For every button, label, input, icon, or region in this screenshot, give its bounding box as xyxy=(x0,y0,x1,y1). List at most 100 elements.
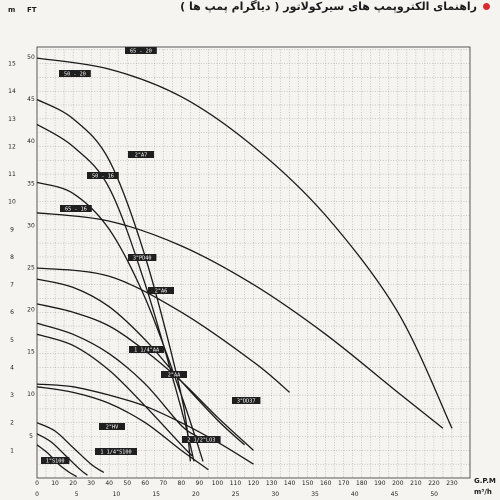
pump-curve-12 xyxy=(36,422,105,474)
curve-label-box xyxy=(125,47,157,54)
y-tick-m: 14 xyxy=(8,88,16,95)
y-tick-ft: 20 xyxy=(27,307,35,314)
curve-label-text: 2"HV xyxy=(106,424,119,430)
curve-label-box xyxy=(41,457,70,464)
curve-label-text: 2"A7 xyxy=(135,152,148,158)
pump-curve-1 xyxy=(36,98,192,462)
curve-label-box xyxy=(59,70,91,77)
pump-curve-8 xyxy=(36,322,198,438)
x-tick-gpm: 80 xyxy=(178,480,186,487)
pump-curve-7 xyxy=(36,333,193,457)
x-tick-gpm: 180 xyxy=(356,480,368,487)
y-tick-m: 10 xyxy=(8,199,16,206)
curve-label-text: 50 - 16 xyxy=(92,173,114,179)
y-tick-m: 4 xyxy=(10,364,14,371)
x-tick-gpm: 170 xyxy=(338,480,350,487)
curve-label-text: 2"A6 xyxy=(155,288,168,294)
x-tick-m3h: 0 xyxy=(35,491,39,498)
x-tick-gpm: 140 xyxy=(284,480,296,487)
plot-frame xyxy=(36,46,471,479)
x-tick-m3h: 45 xyxy=(391,491,399,498)
pump-curve-5 xyxy=(36,267,291,393)
chart-title: راهنمای الکتروپمپ های سیرکولاتور ( دیاگر… xyxy=(180,0,477,13)
x-tick-m3h: 35 xyxy=(311,491,319,498)
y-tick-m: 11 xyxy=(8,171,16,178)
curve-label-box xyxy=(99,423,125,430)
x-tick-gpm: 10 xyxy=(51,480,59,487)
y-axis-unit-ft: FT xyxy=(27,6,37,14)
curve-labels: 65 - 20 50 - 20 2"A7 50 - 16 65 - 16 3"PD40 2"… xyxy=(41,47,261,464)
x-tick-m3h: 10 xyxy=(113,491,121,498)
x-tick-gpm: 200 xyxy=(392,480,404,487)
x-tick-gpm: 110 xyxy=(230,480,242,487)
y-tick-ft: 5 xyxy=(29,433,33,440)
x-tick-gpm: 100 xyxy=(212,480,224,487)
x-axis-unit-m3h: m³/h xyxy=(474,488,492,496)
curve-label-text: 65 - 20 xyxy=(130,48,152,54)
y-tick-ft: 30 xyxy=(27,222,35,229)
x-tick-gpm: 60 xyxy=(141,480,149,487)
x-tick-gpm: 220 xyxy=(428,480,440,487)
y-tick-m: 6 xyxy=(10,309,14,316)
curve-label-text: 2 1/2"LO3 xyxy=(187,437,215,443)
y-tick-m: 5 xyxy=(10,337,14,344)
y-tick-m: 9 xyxy=(10,226,14,233)
curve-label-text: 2"AA xyxy=(168,372,181,378)
x-tick-m3h: 5 xyxy=(75,491,79,498)
x-tick-gpm: 0 xyxy=(35,480,39,487)
y-tick-m: 13 xyxy=(8,116,16,123)
y-tick-m: 12 xyxy=(8,143,16,150)
pump-curve-14 xyxy=(36,444,78,478)
x-tick-m3h: 40 xyxy=(351,491,359,498)
pump-curve-10 xyxy=(36,386,209,471)
x-tick-gpm: 130 xyxy=(266,480,278,487)
x-tick-gpm: 160 xyxy=(320,480,332,487)
x-tick-m3h: 15 xyxy=(152,491,160,498)
x-tick-gpm: 40 xyxy=(105,480,113,487)
curve-label-box xyxy=(232,397,261,404)
y-tick-ft: 10 xyxy=(27,391,35,398)
x-tick-gpm: 20 xyxy=(69,480,77,487)
y-tick-m: 1 xyxy=(10,447,14,454)
x-tick-m3h: 50 xyxy=(430,491,438,498)
curve-label-text: 50 - 20 xyxy=(64,71,86,77)
x-tick-m3h: 20 xyxy=(192,491,200,498)
y-tick-m: 8 xyxy=(10,254,14,261)
y-tick-m: 15 xyxy=(8,61,16,68)
curve-label-box xyxy=(95,448,137,455)
x-tick-gpm: 70 xyxy=(159,480,167,487)
pump-curve-0 xyxy=(36,57,453,429)
y-tick-ft: 25 xyxy=(27,264,35,271)
curve-label-box xyxy=(128,254,157,261)
pump-curve-2 xyxy=(36,123,195,462)
curve-label-box xyxy=(161,371,187,378)
y-tick-ft: 15 xyxy=(27,349,35,356)
y-axis-unit-m: m xyxy=(8,6,15,14)
curve-label-text: 1 1/4"AA xyxy=(134,347,160,353)
curve-label-box xyxy=(87,172,119,179)
x-axis-unit-gpm: G.P.M xyxy=(474,477,496,485)
x-tick-gpm: 50 xyxy=(123,480,131,487)
x-tick-gpm: 210 xyxy=(410,480,422,487)
x-tick-gpm: 120 xyxy=(248,480,260,487)
y-tick-ft: 40 xyxy=(27,138,35,145)
bullet-icon xyxy=(483,2,490,10)
curve-label-text: 3"DD37 xyxy=(237,398,256,404)
x-tick-gpm: 150 xyxy=(302,480,314,487)
curve-label-box xyxy=(129,346,165,353)
y-tick-ft: 50 xyxy=(27,54,35,61)
x-tick-gpm: 190 xyxy=(374,480,386,487)
pump-curves xyxy=(36,57,453,478)
pump-curve-13 xyxy=(36,433,88,476)
curve-label-box xyxy=(182,436,221,443)
x-tick-gpm: 90 xyxy=(196,480,204,487)
pump-curve-4 xyxy=(36,212,444,429)
x-tick-m3h: 30 xyxy=(271,491,279,498)
curve-label-text: 65 - 16 xyxy=(65,206,87,212)
curve-label-box xyxy=(128,151,154,158)
x-tick-gpm: 30 xyxy=(87,480,95,487)
y-tick-ft: 35 xyxy=(27,180,35,187)
y-tick-m: 3 xyxy=(10,392,14,399)
x-tick-m3h: 25 xyxy=(232,491,240,498)
